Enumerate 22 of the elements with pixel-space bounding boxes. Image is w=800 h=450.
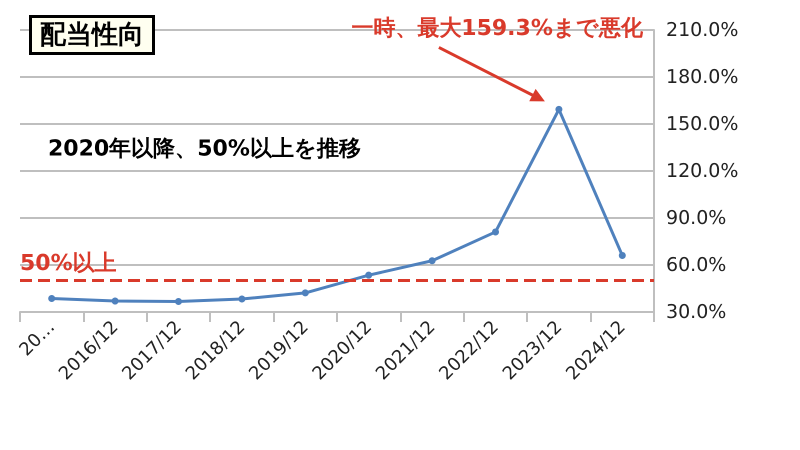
y-tick-label: 180.0% xyxy=(666,66,738,88)
y-tick-label: 90.0% xyxy=(666,207,726,229)
x-tick-label: 20… xyxy=(15,316,60,360)
point xyxy=(48,295,56,302)
chart-title: 配当性向 xyxy=(40,20,144,50)
point xyxy=(175,298,182,305)
y-tick-label: 210.0% xyxy=(666,19,738,41)
point xyxy=(492,228,499,236)
annotation: 一時、最大159.3%まで悪化 xyxy=(351,16,644,41)
annotation: 2020年以降、50%以上を推移 xyxy=(48,136,361,162)
y-tick-label: 30.0% xyxy=(666,301,726,323)
point xyxy=(428,257,436,264)
point xyxy=(618,252,626,259)
point xyxy=(112,298,119,305)
y-tick-label: 60.0% xyxy=(666,254,726,276)
point xyxy=(555,106,562,113)
point xyxy=(365,272,372,279)
point xyxy=(238,296,246,302)
y-tick-label: 120.0% xyxy=(666,160,738,182)
y-tick-label: 150.0% xyxy=(666,113,738,135)
point xyxy=(302,289,309,296)
ref-line-label: 50%以上 xyxy=(20,251,117,276)
